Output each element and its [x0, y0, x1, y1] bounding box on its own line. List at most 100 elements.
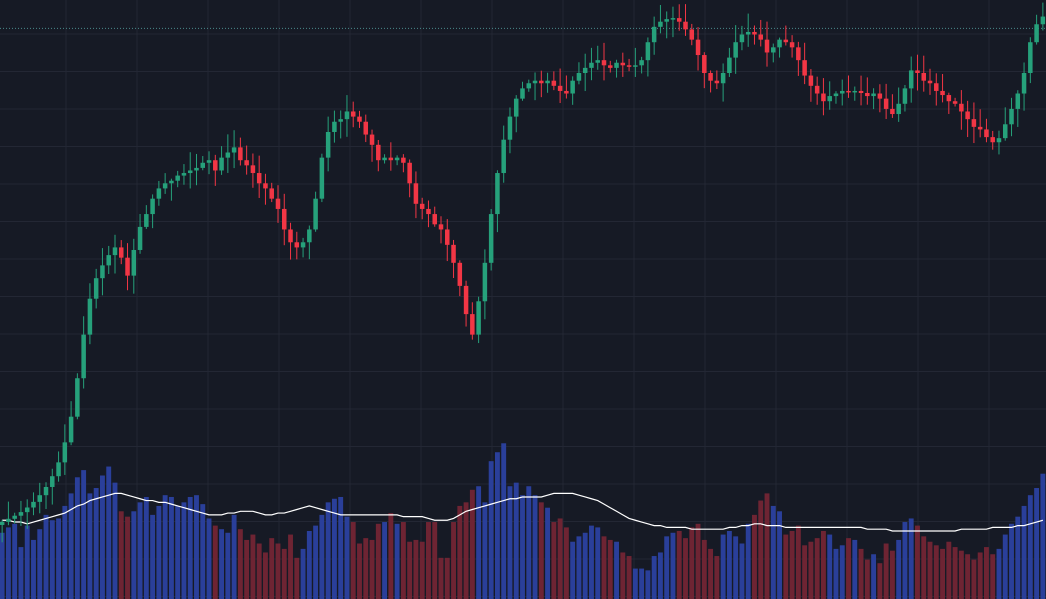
- volume-bar: [607, 539, 613, 599]
- candle: [231, 130, 237, 169]
- candle: [814, 76, 820, 105]
- candle: [125, 243, 130, 291]
- candle: [777, 37, 782, 58]
- candle: [369, 129, 375, 162]
- candle: [325, 116, 331, 172]
- volume-bar: [645, 570, 651, 599]
- candle-body: [382, 157, 387, 161]
- candle-body: [12, 515, 17, 519]
- volume-bar: [990, 554, 996, 599]
- candle: [1028, 37, 1033, 84]
- candle: [225, 134, 231, 173]
- volume-bar: [344, 516, 350, 599]
- candle-body: [6, 518, 11, 522]
- volume-bar: [632, 568, 638, 599]
- candle-body: [708, 73, 713, 81]
- candle: [513, 95, 519, 133]
- candle-body: [269, 188, 274, 199]
- candle-body: [300, 242, 306, 248]
- candle: [601, 42, 607, 81]
- candle: [137, 213, 143, 254]
- volume-bar: [375, 523, 381, 599]
- candle: [62, 424, 68, 475]
- volume-bar: [400, 522, 406, 599]
- candle: [570, 76, 575, 105]
- volume-bar: [143, 496, 149, 599]
- volume-bar: [413, 539, 419, 599]
- candle-body: [977, 126, 983, 130]
- candle: [883, 83, 889, 120]
- volume-bar: [263, 552, 268, 599]
- candle-body: [808, 75, 814, 86]
- volume-bar: [601, 536, 607, 599]
- candle: [438, 216, 444, 244]
- volume-bar: [933, 545, 939, 599]
- candle-body: [68, 416, 74, 443]
- candle: [915, 54, 920, 91]
- volume-bar: [407, 541, 413, 599]
- candle-body: [865, 93, 870, 97]
- candle: [551, 71, 557, 91]
- candle: [689, 23, 695, 46]
- candle-body: [651, 26, 657, 43]
- candle: [12, 512, 17, 524]
- volume-bar: [795, 525, 801, 599]
- volume-bar: [325, 502, 331, 599]
- candle: [871, 88, 876, 110]
- candle-body: [238, 147, 243, 161]
- candle-body: [777, 39, 782, 48]
- candle: [971, 102, 977, 144]
- volume-bar: [1034, 488, 1040, 599]
- candle-body: [645, 42, 651, 61]
- candle: [445, 219, 450, 262]
- volume-bar: [802, 545, 808, 599]
- candle-body: [495, 173, 500, 215]
- volume-bar: [363, 538, 369, 599]
- candle-body: [62, 442, 68, 463]
- candle: [520, 81, 525, 101]
- candle-body: [990, 137, 995, 143]
- candle: [6, 501, 11, 526]
- price-candles[interactable]: [0, 2, 1046, 543]
- candle: [714, 70, 720, 90]
- volume-bar: [820, 530, 826, 599]
- candle-body: [1034, 24, 1039, 43]
- volume-bar: [758, 500, 764, 599]
- candle-body: [150, 198, 155, 215]
- volume-bar: [288, 534, 293, 599]
- volume-bar: [175, 505, 181, 599]
- candle-body: [996, 138, 1002, 143]
- candle-body: [702, 55, 707, 73]
- candle-body: [601, 60, 607, 66]
- candle: [589, 47, 594, 81]
- candle-body: [839, 90, 845, 94]
- candle-body: [526, 83, 532, 89]
- candle: [338, 110, 343, 139]
- volume-bar: [852, 539, 858, 599]
- volume-bar: [902, 522, 908, 599]
- volume-bar: [620, 552, 626, 599]
- candle-body: [902, 88, 908, 104]
- candle: [169, 178, 174, 201]
- candle: [608, 60, 613, 73]
- candle: [858, 75, 864, 106]
- candle: [595, 45, 600, 70]
- candle: [965, 100, 970, 138]
- volume-bar: [557, 518, 563, 599]
- volume-bar: [695, 523, 701, 599]
- candle-body: [106, 255, 111, 266]
- candle-body: [457, 262, 463, 286]
- candle-body: [620, 62, 626, 66]
- candle: [200, 156, 206, 171]
- candle-body: [369, 134, 375, 145]
- candle-body: [282, 208, 287, 230]
- candle-body: [463, 285, 469, 315]
- candle: [658, 4, 663, 34]
- candle: [1009, 97, 1014, 137]
- candle-body: [125, 257, 130, 276]
- candle: [626, 58, 632, 72]
- candle: [394, 155, 400, 166]
- candle-body: [890, 108, 895, 115]
